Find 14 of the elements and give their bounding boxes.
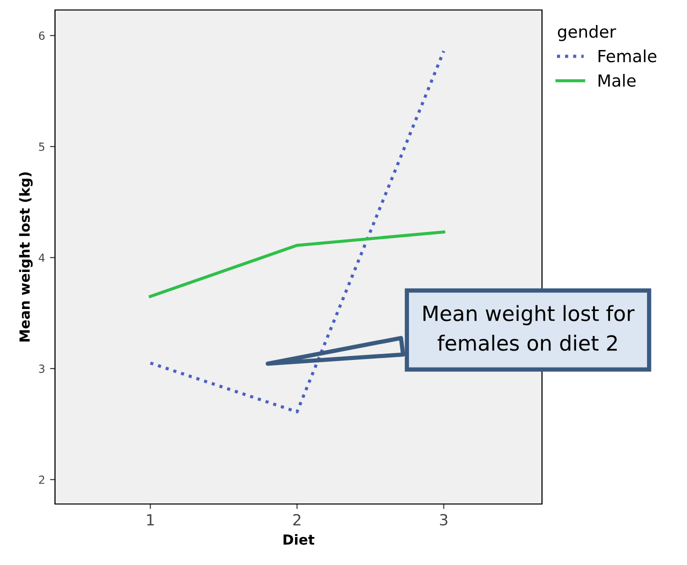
y-axis-title: Mean weight lost (kg) (19, 172, 33, 342)
legend-title: gender (558, 25, 616, 42)
y-tick-label: 5 (39, 142, 44, 151)
legend-label: Male (598, 74, 636, 87)
annotation: Mean weight lost for females on diet 2 (424, 305, 635, 351)
x-axis-title: Diet (284, 534, 314, 545)
y-tick-label: 2 (39, 476, 44, 484)
y-tick-label: 4 (38, 254, 45, 262)
y-tick-label: 6 (38, 32, 45, 40)
legend-label: Female (598, 49, 656, 62)
x-tick-label: 2 (293, 514, 300, 526)
x-tick-label: 1 (147, 514, 154, 526)
x-tick-label: 3 (440, 514, 448, 526)
y-tick-label: 3 (39, 364, 44, 373)
